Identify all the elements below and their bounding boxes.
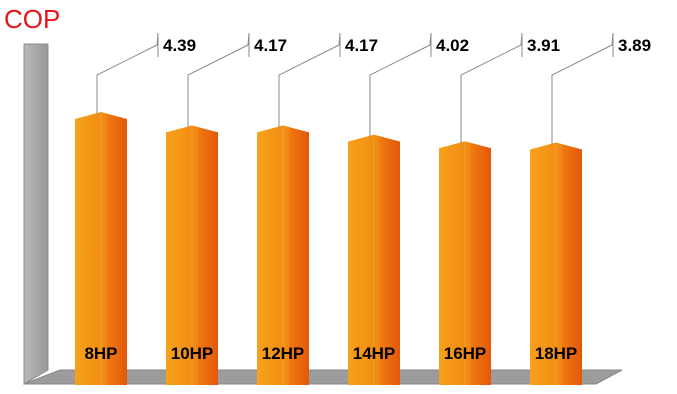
category-label: 8HP [84, 344, 117, 363]
bar-shade [380, 136, 400, 385]
value-leader-line [551, 32, 614, 145]
category-label: 16HP [444, 344, 487, 363]
value-leader-line [460, 32, 523, 144]
bar-shade [289, 127, 309, 385]
bar-12HP: 12HP [257, 125, 309, 385]
value-leader-line [187, 32, 250, 128]
category-label: 18HP [535, 344, 578, 363]
bar-16HP: 16HP [439, 141, 491, 385]
bar-shade [107, 114, 127, 385]
value-leader-line [96, 32, 159, 114]
value-label: 3.91 [527, 36, 560, 55]
bar-shade [471, 143, 491, 385]
bar-8HP: 8HP [75, 112, 127, 385]
bar-10HP: 10HP [166, 125, 218, 385]
bar-shade [562, 144, 582, 385]
category-label: 12HP [262, 344, 305, 363]
chart-back-wall [23, 43, 49, 385]
value-leader-line [369, 32, 432, 137]
bar-shade [198, 127, 218, 385]
value-label: 4.17 [254, 36, 287, 55]
value-label: 4.17 [345, 36, 378, 55]
chart-title: COP [4, 4, 61, 34]
value-label: 4.02 [436, 36, 469, 55]
bar-18HP: 18HP [530, 142, 582, 385]
value-leader-line [278, 32, 341, 128]
value-label: 4.39 [163, 36, 196, 55]
category-label: 10HP [171, 344, 214, 363]
bar-14HP: 14HP [348, 134, 400, 385]
value-label: 3.89 [618, 36, 651, 55]
category-label: 14HP [353, 344, 396, 363]
